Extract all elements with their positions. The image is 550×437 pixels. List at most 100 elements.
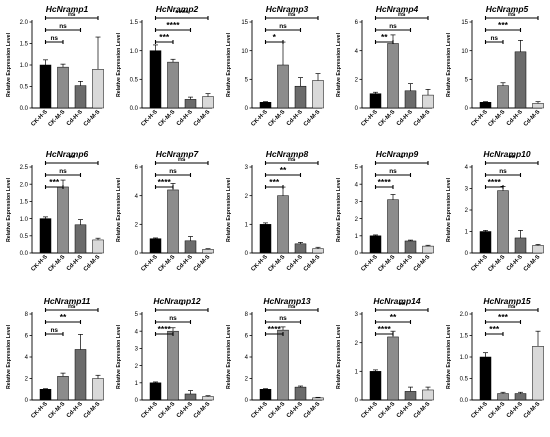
bar-CK-H-S [259, 102, 272, 109]
bar-Cd-H-S [404, 240, 417, 254]
x-tick-label: Cd-M-S [523, 254, 542, 273]
significance-label: *** [49, 177, 60, 187]
y-tick-label: 6 [135, 165, 139, 171]
significance-label: ns [50, 35, 58, 42]
significance-label: ns [288, 303, 296, 310]
x-tick-label: Cd-H-S [286, 109, 304, 127]
chart-panel-HcNramp11: HcNramp11 Relative Expression Level 0 2 4 6 8 C… [6, 296, 104, 420]
y-axis-label: Relative Expression Level [336, 324, 342, 389]
bar-Cd-H-S [184, 99, 197, 109]
bar-Cd-H-S [514, 237, 527, 254]
significance-label: ns [508, 303, 516, 310]
y-tick-label: 0 [465, 251, 469, 257]
y-tick-label: 2 [355, 341, 359, 347]
significance-label: ns [169, 168, 177, 175]
bar-Cd-M-S [92, 239, 104, 254]
significance-label: ns [389, 23, 397, 30]
significance-label: ** [508, 153, 515, 163]
significance-label: ns [288, 156, 296, 163]
bar-Cd-H-S [514, 51, 527, 109]
x-tick-label: Cd-H-S [506, 401, 524, 419]
chart-title: HcNramp3 [266, 4, 309, 14]
significance-label: ns [389, 168, 397, 175]
y-axis-label: Relative Expression Level [336, 177, 342, 242]
bar-CK-H-S [479, 102, 492, 109]
x-tick-label: CK-M-S [267, 254, 286, 273]
bar-CK-H-S [39, 64, 52, 109]
chart-panel-HcNramp5: HcNramp5 Relative Expression Level 0 5 10 15 C… [446, 4, 544, 128]
y-tick-label: 1.0 [460, 355, 469, 361]
x-tick-label: CK-H-S [250, 254, 269, 273]
y-tick-label: 2.0 [20, 182, 29, 188]
bar-CK-H-S [149, 50, 162, 109]
significance-label: ns [68, 303, 76, 310]
y-tick-label: 0 [355, 106, 359, 112]
y-tick-label: 2 [465, 208, 469, 214]
x-tick-label: CK-M-S [157, 109, 176, 128]
x-tick-label: Cd-H-S [286, 254, 304, 272]
x-tick-label: CK-H-S [30, 401, 49, 420]
significance-label: ns [178, 156, 186, 163]
y-axis-label: Relative Expression Level [336, 32, 342, 97]
x-tick-label: Cd-M-S [193, 254, 212, 273]
x-tick-label: CK-H-S [360, 109, 379, 128]
significance-label: ns [68, 11, 76, 18]
bar-Cd-H-S [184, 393, 197, 401]
bar-CK-M-S [387, 336, 399, 401]
bar-CK-M-S [277, 195, 289, 254]
x-tick-label: CK-H-S [250, 109, 269, 128]
bar-CK-M-S [57, 376, 69, 401]
y-tick-label: 0.0 [20, 251, 29, 257]
significance-label: **** [378, 324, 392, 334]
chart-title: HcNramp10 [483, 149, 531, 159]
y-tick-label: 0 [245, 251, 249, 257]
y-tick-label: 2 [135, 364, 139, 370]
x-tick-label: Cd-H-S [396, 254, 414, 272]
x-tick-label: CK-M-S [377, 401, 396, 420]
y-tick-label: 2 [355, 78, 359, 84]
chart-panel-HcNramp14: HcNramp14 Relative Expression Level 0 1 2 3 CK… [336, 296, 434, 420]
x-tick-label: CK-H-S [30, 109, 49, 128]
y-tick-label: 3 [135, 347, 139, 353]
chart-panel-HcNramp6: HcNramp6 Relative Expression Level 0.0 0.5 1… [6, 149, 104, 273]
significance-label: * [180, 300, 184, 310]
chart-title: HcNramp1 [46, 4, 89, 14]
x-tick-label: Cd-M-S [303, 254, 322, 273]
y-tick-label: 6 [245, 334, 249, 340]
x-tick-label: CK-M-S [157, 401, 176, 420]
y-tick-label: 6 [355, 20, 359, 26]
x-tick-label: Cd-M-S [523, 401, 542, 420]
y-tick-label: 0 [25, 398, 29, 404]
x-tick-label: CK-H-S [140, 401, 159, 420]
significance-label: ns [59, 168, 67, 175]
y-tick-label: 2 [355, 217, 359, 223]
chart-title: HcNramp8 [266, 149, 309, 159]
y-tick-label: 1.0 [20, 63, 29, 69]
bar-CK-H-S [259, 224, 272, 254]
y-tick-label: 0 [245, 398, 249, 404]
bar-Cd-M-S [312, 248, 324, 254]
y-tick-label: 10 [241, 49, 248, 55]
significance-label: ** [390, 312, 397, 322]
y-tick-label: 15 [241, 20, 248, 26]
x-tick-label: CK-M-S [47, 401, 66, 420]
y-tick-label: 15 [461, 20, 468, 26]
x-tick-label: Cd-H-S [506, 254, 524, 272]
y-tick-label: 2 [25, 377, 29, 383]
x-tick-label: Cd-M-S [413, 401, 432, 420]
x-tick-label: CK-H-S [140, 109, 159, 128]
bar-Cd-M-S [202, 249, 214, 254]
x-tick-label: Cd-M-S [83, 254, 102, 273]
x-tick-label: Cd-H-S [66, 254, 84, 272]
x-tick-label: CK-H-S [250, 401, 269, 420]
x-tick-label: Cd-M-S [83, 401, 102, 420]
bar-Cd-H-S [514, 393, 527, 401]
chart-title: HcNramp4 [376, 4, 419, 14]
y-axis-label: Relative Expression Level [6, 32, 12, 97]
y-axis-label: Relative Expression Level [6, 324, 12, 389]
y-tick-label: 1.0 [20, 217, 29, 223]
bar-CK-H-S [259, 389, 272, 401]
y-tick-label: 1 [135, 381, 139, 387]
y-tick-label: 4 [245, 355, 249, 361]
